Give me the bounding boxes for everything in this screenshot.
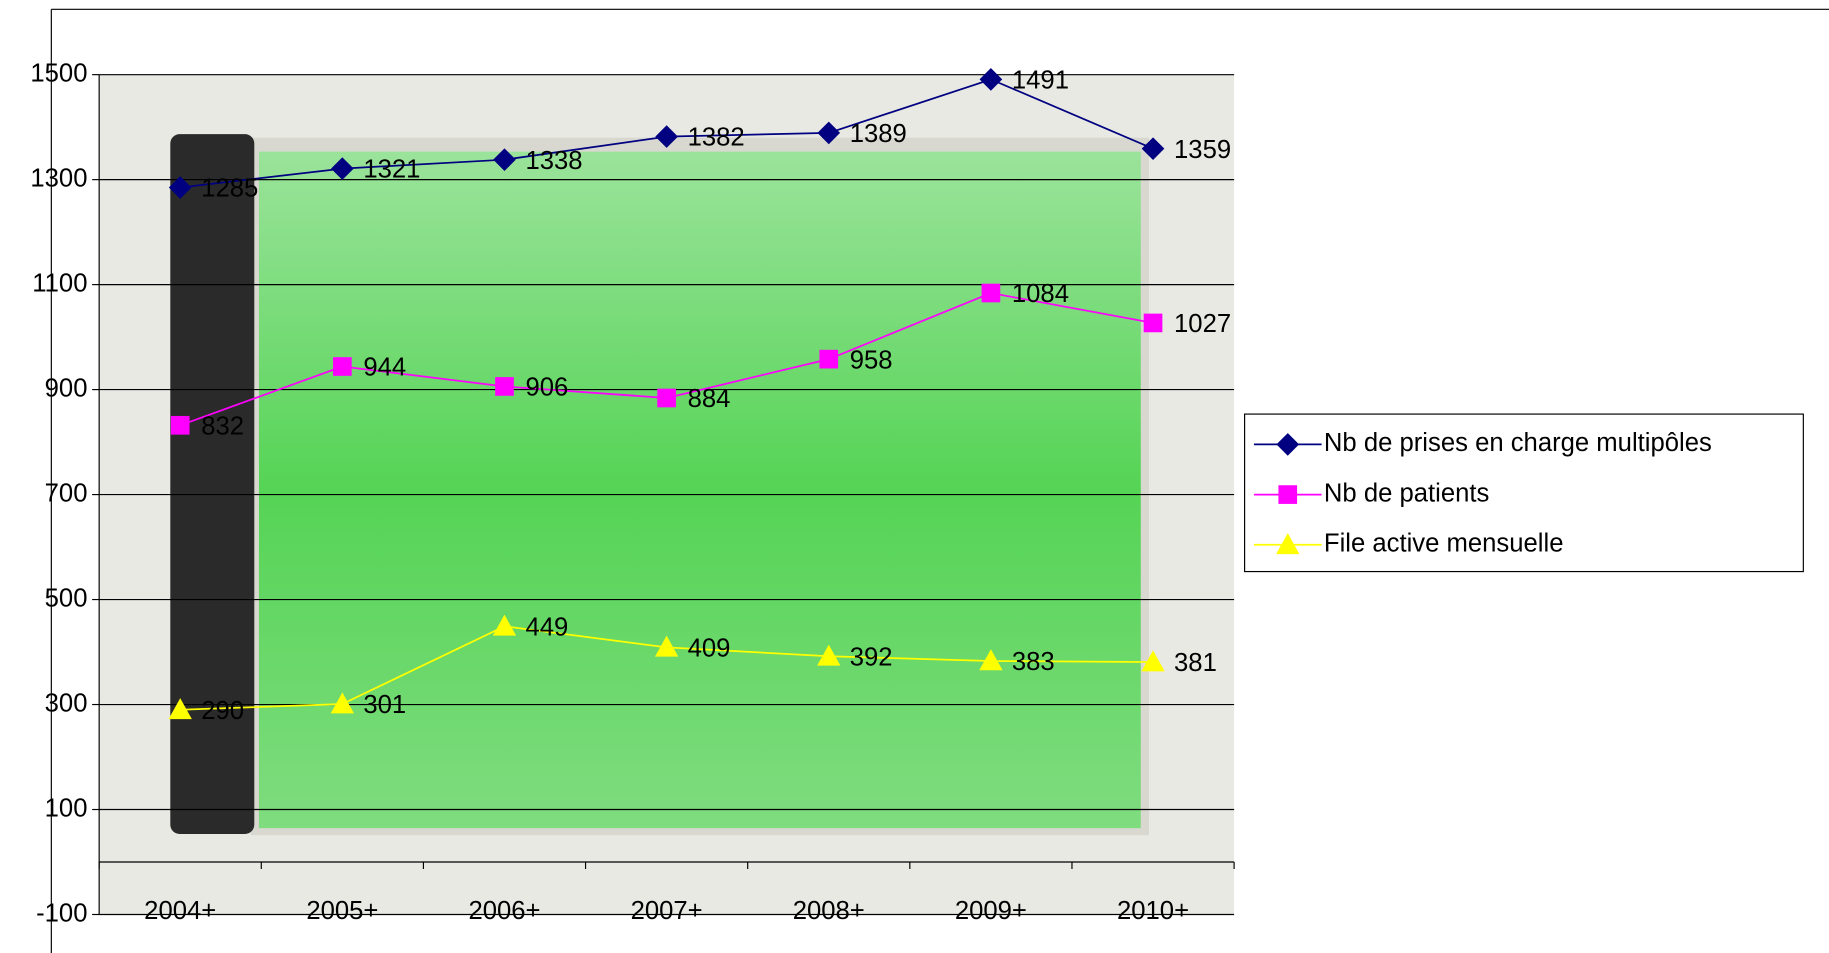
y-tick-label: 500 [45, 584, 88, 612]
x-tick-label: 2010+ [1117, 897, 1189, 925]
chart: -100 100 300 500 700 900 1100 1300 1500 2004+ 2005… [0, 0, 1829, 953]
y-tick-label: 900 [45, 374, 88, 402]
y-tick-label: 300 [45, 689, 88, 717]
legend-label: Nb de patients [1324, 479, 1489, 507]
data-point [1144, 314, 1163, 333]
x-tick-label: 2005+ [306, 897, 378, 925]
data-point [819, 350, 838, 369]
data-label: 392 [850, 643, 893, 671]
y-tick-label: -100 [36, 899, 87, 927]
data-point [171, 416, 190, 435]
y-tick-label: 1500 [30, 59, 87, 87]
data-label: 944 [363, 354, 406, 382]
data-label: 409 [688, 634, 731, 662]
y-tick-label: 100 [45, 794, 88, 822]
x-tick-label: 2009+ [955, 897, 1027, 925]
legend-label: File active mensuelle [1324, 530, 1564, 558]
data-label: 1027 [1174, 310, 1231, 338]
y-tick-label: 1100 [32, 269, 87, 297]
data-label: 1338 [525, 147, 582, 175]
data-label: 1491 [1012, 66, 1069, 94]
x-tick-label: 2007+ [631, 897, 703, 925]
y-tick-label: 700 [45, 479, 88, 507]
x-tick-label: 2004+ [144, 897, 216, 925]
data-label: 906 [525, 374, 568, 402]
y-tick-label: 1300 [30, 164, 87, 192]
data-label: 958 [850, 346, 893, 374]
data-label: 449 [525, 613, 568, 641]
data-label: 1389 [850, 120, 907, 148]
data-point [333, 357, 352, 376]
data-label: 832 [201, 412, 244, 440]
notebook-page [259, 152, 1141, 829]
legend-label: Nb de prises en charge multipôles [1324, 429, 1712, 457]
data-label: 381 [1174, 649, 1217, 677]
data-label: 1285 [201, 175, 258, 203]
legend-marker [1278, 485, 1297, 504]
x-tick-label: 2008+ [793, 897, 865, 925]
data-label: 1084 [1012, 280, 1069, 308]
data-point [657, 389, 676, 408]
chart-body: -100 100 300 500 700 900 1100 1300 1500 2004+ 2005… [30, 9, 1829, 953]
data-label: 301 [363, 691, 406, 719]
data-label: 383 [1012, 648, 1055, 676]
data-label: 884 [688, 385, 731, 413]
data-point [495, 377, 514, 396]
data-label: 1321 [363, 156, 420, 184]
notebook-binder [170, 134, 254, 834]
x-tick-label: 2006+ [468, 897, 540, 925]
data-label: 1382 [688, 124, 745, 152]
data-label: 290 [201, 697, 244, 725]
data-point [982, 284, 1001, 303]
page: {"chart_data": {"type": "line", "categor… [0, 0, 1829, 953]
data-label: 1359 [1174, 136, 1231, 164]
